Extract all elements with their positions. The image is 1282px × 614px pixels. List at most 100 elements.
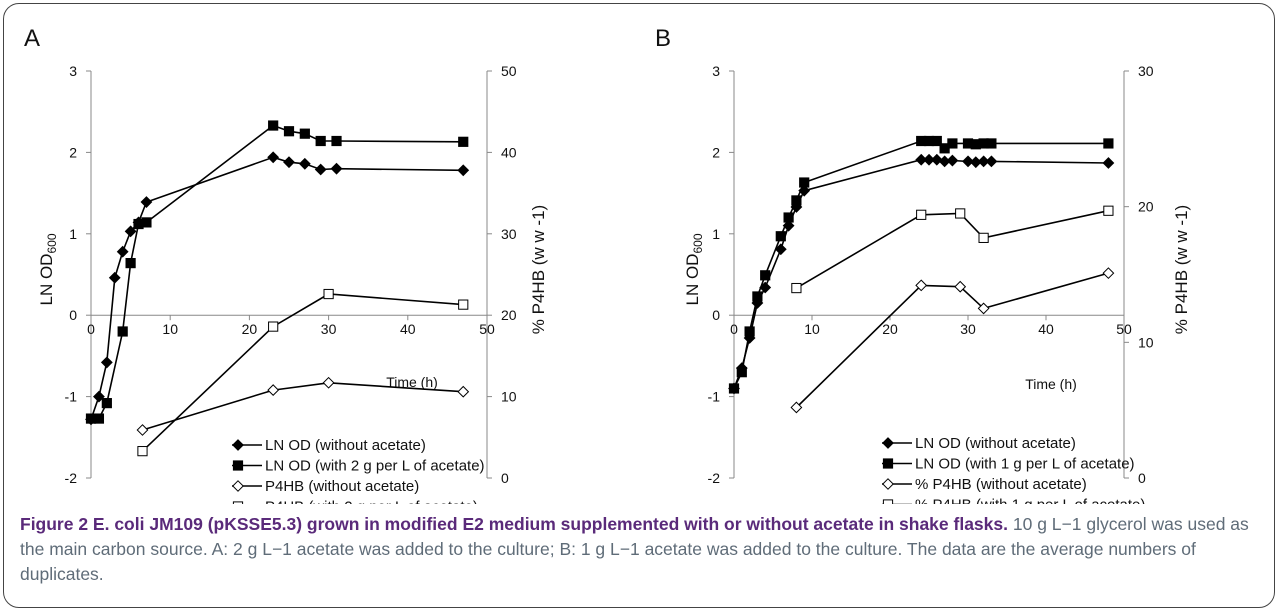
data-point	[137, 446, 148, 457]
data-point	[331, 135, 342, 147]
data-point	[930, 153, 943, 166]
data-point	[457, 164, 470, 177]
data-point	[140, 196, 153, 208]
legend-marker	[882, 499, 894, 504]
data-point	[299, 128, 310, 139]
data-point	[136, 424, 149, 436]
panel-label: B	[655, 25, 671, 52]
data-point	[330, 162, 343, 175]
legend-marker	[882, 458, 894, 469]
x-axis-title: Time (h)	[386, 374, 438, 390]
x-tick-label: 10	[804, 321, 820, 337]
x-tick-label: 40	[400, 321, 416, 337]
y-tick-label-right: 30	[1138, 63, 1154, 79]
data-point	[100, 356, 113, 369]
data-point	[458, 299, 469, 310]
data-point	[799, 177, 810, 188]
y-tick-label-right: 10	[501, 389, 517, 405]
x-tick-label: 50	[1116, 321, 1132, 337]
series-2	[85, 120, 469, 424]
y-axis-title-left-sub: 600	[45, 233, 59, 253]
legend-marker	[882, 437, 894, 449]
data-point	[978, 232, 989, 243]
data-point	[947, 138, 958, 149]
data-point	[985, 155, 998, 168]
data-point	[736, 367, 747, 378]
data-point	[125, 258, 136, 269]
y-tick-label-left: 2	[712, 144, 720, 160]
y-axis-title-left-main: LN OD	[683, 254, 702, 306]
data-point	[931, 135, 942, 147]
y-tick-label-right: 40	[501, 144, 517, 160]
data-point	[783, 212, 794, 223]
data-point	[322, 376, 335, 389]
data-point	[774, 243, 787, 256]
data-point	[93, 413, 105, 424]
legend-entry: P4HB (with 2 g per L of acetate)	[265, 499, 478, 505]
data-point	[1102, 267, 1115, 280]
panel-label: A	[24, 25, 40, 52]
data-point	[744, 326, 755, 337]
legend-entry: LN OD (with 2 g per L of acetate)	[265, 458, 485, 475]
legend-marker	[232, 439, 244, 451]
y-tick-label-left: -1	[65, 389, 78, 405]
data-point	[268, 120, 279, 131]
legend-entry: LN OD (without acetate)	[915, 435, 1076, 452]
x-tick-label: 0	[87, 321, 95, 337]
data-point	[1102, 157, 1115, 169]
legend: LN OD (without acetate) LN OD (with 2 g p…	[232, 437, 485, 504]
series-line	[733, 158, 1109, 389]
y-tick-label-left: -1	[708, 389, 721, 405]
data-point	[752, 291, 763, 302]
data-point	[323, 288, 334, 300]
data-point	[458, 136, 469, 147]
legend-marker	[232, 460, 244, 471]
data-point	[283, 126, 295, 137]
data-point	[117, 326, 128, 337]
series-3	[790, 267, 1115, 414]
data-point	[977, 155, 990, 168]
series-4	[791, 205, 1114, 294]
data-point	[1103, 205, 1114, 216]
y-tick-label-right: 0	[501, 470, 509, 486]
x-tick-label: 30	[321, 321, 337, 337]
y-axis-title-left-main: LN OD	[37, 254, 56, 306]
y-tick-label-left: 2	[69, 144, 77, 160]
legend-entry: LN OD (without acetate)	[265, 437, 426, 454]
data-point	[101, 398, 112, 409]
legend-marker	[882, 478, 894, 490]
data-point	[315, 135, 326, 147]
legend-entry: P4HB (without acetate)	[265, 478, 419, 495]
legend-entry: LN OD (with 1 g per L of acetate)	[915, 456, 1135, 473]
data-point	[977, 302, 990, 315]
y-tick-label-right: 30	[501, 226, 517, 242]
data-point	[108, 271, 121, 284]
series-line	[733, 140, 1109, 389]
legend: LN OD (without acetate) LN OD (with 1 g p…	[882, 435, 1145, 504]
y-tick-label-right: 0	[1138, 470, 1146, 486]
y-tick-label-right: 20	[1138, 199, 1154, 215]
legend-entry: % P4HB (without acetate)	[915, 476, 1087, 493]
y-axis-title-left: LN OD600	[683, 233, 705, 305]
x-tick-label: 40	[1038, 321, 1054, 337]
series-line	[141, 293, 464, 452]
data-point	[314, 163, 327, 176]
data-point	[141, 217, 152, 228]
y-tick-label-left: -2	[65, 470, 78, 486]
series-4	[137, 288, 469, 457]
y-tick-label-left: 0	[712, 307, 720, 323]
x-tick-label: 30	[960, 321, 976, 337]
x-tick-label: 20	[882, 321, 898, 337]
data-point	[267, 384, 280, 396]
figure-frame: A -2 -1 0 1 2 3 0 10 20 30 40 50 0 10 20 30 40 50 Time (h) L…	[3, 3, 1275, 608]
data-point	[916, 209, 927, 220]
y-tick-label-right: 50	[501, 63, 517, 79]
y-axis-title-left-sub: 600	[691, 233, 705, 253]
data-point	[955, 208, 966, 219]
data-point	[791, 282, 802, 294]
series-line	[142, 381, 464, 431]
data-point	[457, 385, 470, 398]
y-tick-label-left: 0	[69, 307, 77, 323]
